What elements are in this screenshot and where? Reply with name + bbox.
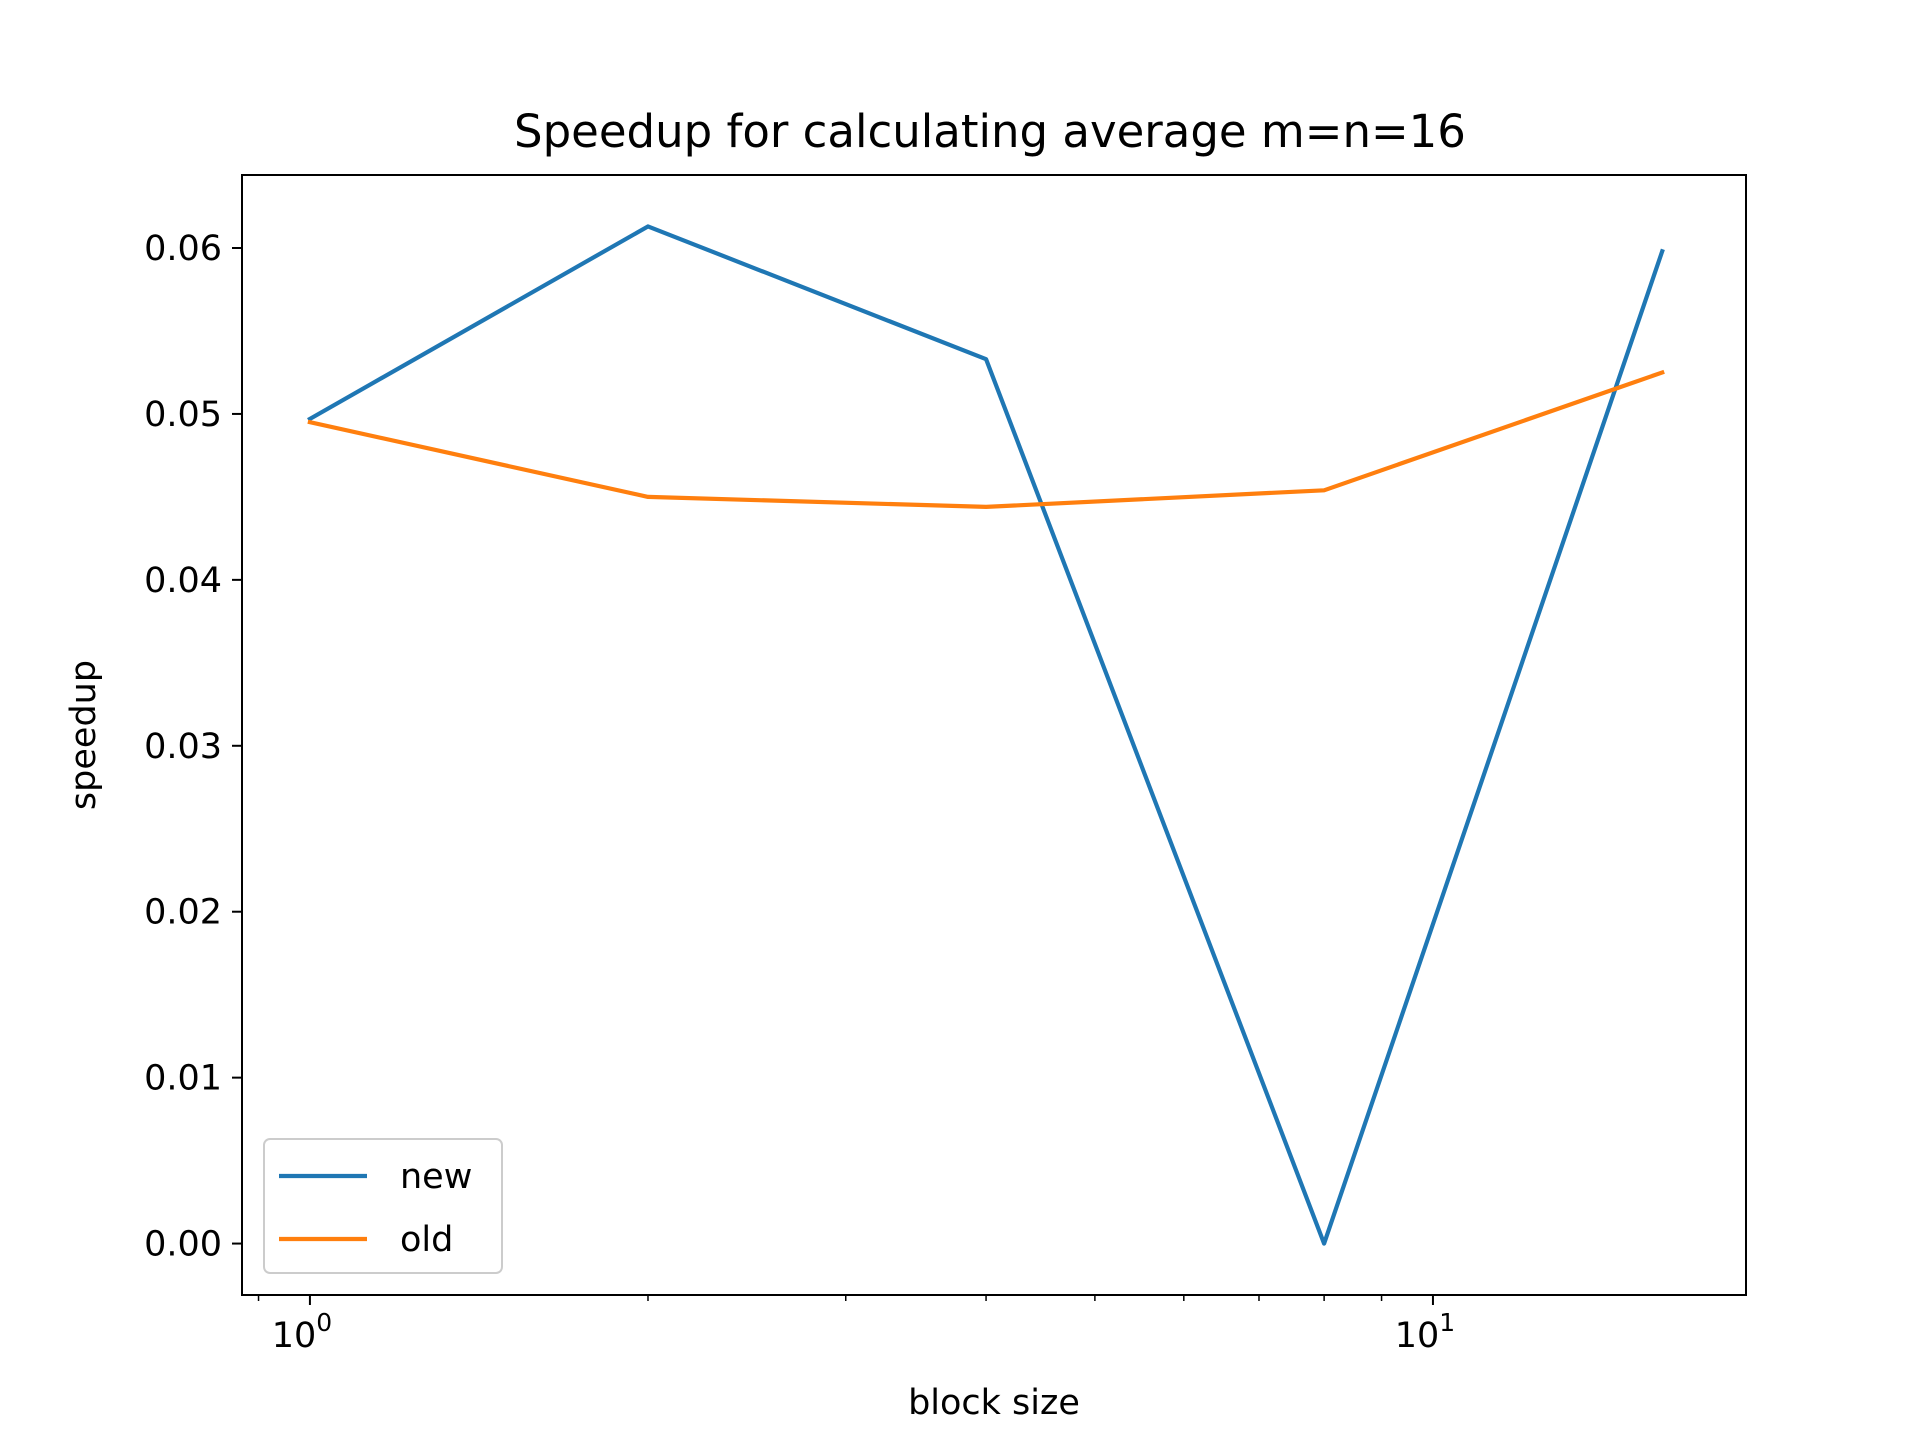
x-tick-label: 100 <box>272 1308 332 1356</box>
y-tick-label: 0.04 <box>144 561 222 601</box>
plot-background <box>242 175 1746 1295</box>
y-tick-label: 0.05 <box>144 395 222 435</box>
y-tick-label: 0.02 <box>144 893 222 933</box>
legend: new old <box>263 1138 503 1274</box>
series-line-new <box>307 224 1665 1246</box>
x-axis: 100 101 <box>257 1295 1455 1356</box>
y-tick-label: 0.01 <box>144 1059 222 1099</box>
legend-label-old: old <box>400 1220 453 1260</box>
x-tick-label-base: 10 <box>272 1316 317 1356</box>
plot-frame <box>241 174 1747 1296</box>
plot-area <box>241 174 1747 1296</box>
x-tick-label-exponent: 1 <box>1439 1308 1455 1337</box>
series-line-old <box>307 369 1665 509</box>
legend-label-new: new <box>400 1157 472 1197</box>
y-axis: 0.00 0.01 0.02 0.03 0.04 0.05 0.06 <box>144 229 242 1265</box>
y-tick-label: 0.06 <box>144 229 222 269</box>
y-tick-label: 0.03 <box>144 727 222 767</box>
y-axis-label: speedup <box>64 660 104 810</box>
x-axis-label: block size <box>908 1383 1080 1423</box>
x-tick-label: 101 <box>1395 1308 1455 1356</box>
chart-title: Speedup for calculating average m=n=16 <box>514 105 1466 158</box>
series-layer <box>307 224 1665 1246</box>
x-tick-label-exponent: 0 <box>316 1308 332 1337</box>
x-tick-label-base: 10 <box>1395 1316 1440 1356</box>
y-tick-label: 0.00 <box>144 1225 222 1265</box>
